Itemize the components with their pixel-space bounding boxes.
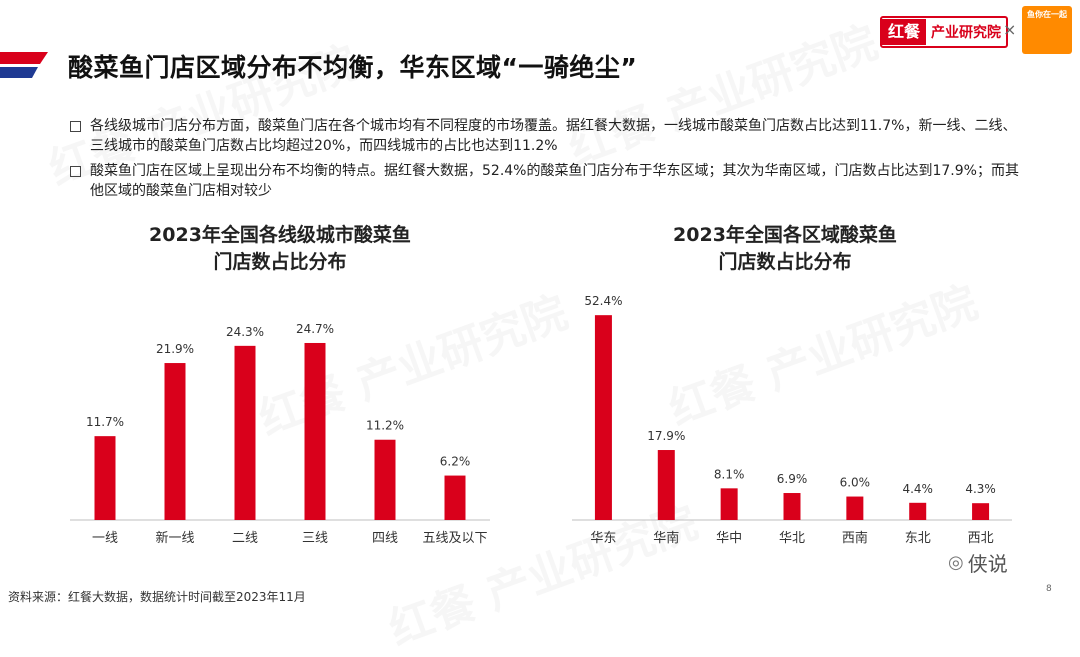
tick-label: 二线 (232, 531, 258, 546)
partner-logo-text: 鱼你在一起 (1027, 10, 1067, 19)
chart-title-line: 门店数占比分布 (213, 251, 347, 273)
chart-2: 52.4% 华东 17.9% 华南 8.1% 华中 6.9% 华北 6.0% 西南 4.4% 东北 4.… (572, 294, 1012, 546)
bar (164, 363, 186, 520)
tick-label: 一线 (92, 531, 118, 546)
square-bullet-icon (70, 166, 81, 177)
bar (444, 475, 466, 520)
tick-label: 四线 (372, 531, 398, 546)
title-accent-bar (0, 52, 48, 78)
tick-label: 西南 (842, 530, 868, 546)
data-label: 6.0% (840, 476, 871, 490)
bar (94, 436, 116, 520)
data-label: 8.1% (714, 467, 745, 481)
brand-name: 产业研究院 (931, 25, 1002, 41)
tick-label: 华东 (590, 531, 616, 546)
chart-1: 11.7% 一线 21.9% 新一线 24.3% 二线 24.7% 三线 11.2% 四线 6.2%… (70, 322, 490, 546)
tick-label: 华中 (716, 531, 742, 546)
bar (657, 450, 675, 520)
bar (846, 496, 864, 520)
source-note: 资料来源：红餐大数据，数据统计时间截至2023年11月 (8, 590, 306, 604)
chart-title-region: 2023年全国各区域酸菜鱼 门店数占比分布 (605, 222, 965, 276)
brand-mark: 红餐 (882, 19, 927, 45)
brand-logo: 红餐 产业研究院 (880, 16, 1009, 48)
data-label: 24.7% (296, 322, 334, 336)
bar (234, 345, 256, 520)
page-number: 8 (1046, 584, 1052, 594)
chart-title-line: 门店数占比分布 (718, 251, 852, 273)
social-name: 侠说 (967, 552, 1008, 576)
data-label: 17.9% (647, 429, 685, 443)
bullet-list: 各线级城市门店分布方面，酸菜鱼门店在各个城市均有不同程度的市场覆盖。据红餐大数据… (70, 116, 1020, 206)
data-label: 6.2% (440, 455, 471, 469)
chart-title-line: 2023年全国各区域酸菜鱼 (673, 224, 897, 246)
data-label: 11.2% (366, 419, 404, 433)
logo-separator: × (1003, 20, 1017, 39)
tick-label: 新一线 (155, 530, 194, 546)
tick-label: 五线及以下 (422, 531, 487, 546)
social-watermark: ◎ 侠说 (948, 548, 1008, 577)
bullet-item: 各线级城市门店分布方面，酸菜鱼门店在各个城市均有不同程度的市场覆盖。据红餐大数据… (70, 116, 1020, 156)
bar (304, 342, 326, 520)
bar-charts: 11.7% 一线 21.9% 新一线 24.3% 二线 24.7% 三线 11.2% 四线 6.2%… (70, 294, 1012, 546)
data-label: 6.9% (777, 472, 808, 486)
tick-label: 华北 (779, 531, 805, 546)
wechat-icon: ◎ (948, 552, 964, 573)
bar (374, 439, 396, 520)
tick-label: 西北 (968, 531, 994, 546)
page-title: 酸菜鱼门店区域分布不均衡，华东区域“一骑绝尘” (68, 53, 638, 82)
bar (594, 315, 612, 520)
tick-label: 三线 (302, 531, 328, 546)
bullet-item: 酸菜鱼门店在区域上呈现出分布不均衡的特点。据红餐大数据，52.4%的酸菜鱼门店分… (70, 161, 1020, 201)
data-label: 4.4% (902, 482, 933, 496)
square-bullet-icon (70, 121, 81, 132)
data-label: 11.7% (86, 415, 124, 429)
partner-logo: 鱼你在一起 (1022, 6, 1072, 54)
bar (720, 488, 738, 520)
chart-title-line: 2023年全国各线级城市酸菜鱼 (149, 224, 411, 246)
bullet-text: 酸菜鱼门店在区域上呈现出分布不均衡的特点。据红餐大数据，52.4%的酸菜鱼门店分… (90, 163, 1019, 199)
data-label: 52.4% (584, 294, 622, 308)
bar (972, 503, 990, 520)
bar (783, 493, 801, 520)
tick-label: 东北 (905, 531, 931, 546)
tick-label: 华南 (653, 530, 679, 546)
chart-title-city-tier: 2023年全国各线级城市酸菜鱼 门店数占比分布 (100, 222, 460, 276)
bar (909, 502, 927, 520)
data-label: 4.3% (965, 482, 996, 496)
data-label: 21.9% (156, 342, 194, 356)
bullet-text: 各线级城市门店分布方面，酸菜鱼门店在各个城市均有不同程度的市场覆盖。据红餐大数据… (90, 118, 1017, 154)
data-label: 24.3% (226, 325, 264, 339)
